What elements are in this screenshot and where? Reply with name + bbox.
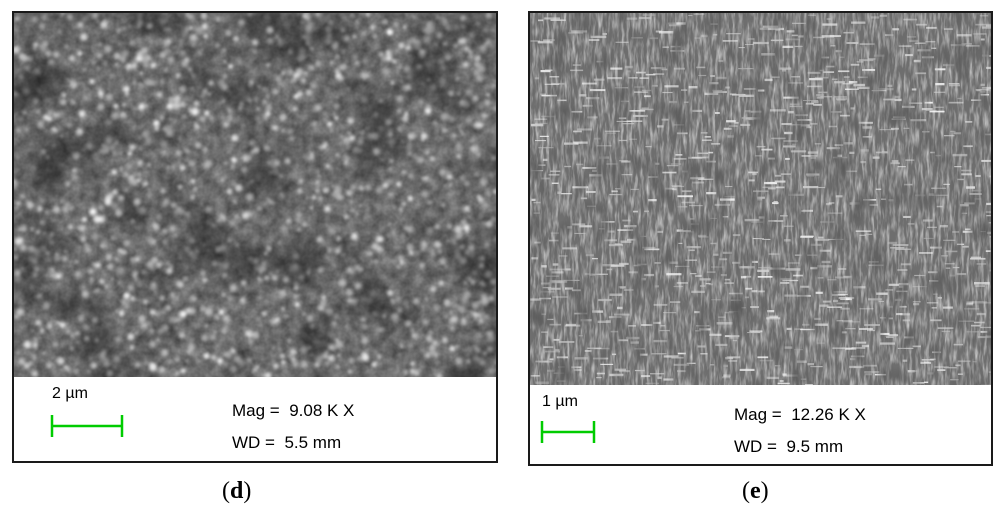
magnification-readout: Mag = 12.26 K X (734, 405, 866, 424)
sem-micrograph-e (530, 13, 991, 385)
data-bar-d: 2 µm Mag = 9.08 K X WD = 5.5 mm (14, 377, 496, 461)
sem-panel-e: 1 µm Mag = 12.26 K X WD = 9.5 mm (528, 11, 993, 466)
panel-caption-e: (e) (742, 478, 769, 504)
data-bar-e: 1 µm Mag = 12.26 K X WD = 9.5 mm (530, 385, 991, 464)
working-distance-readout: WD = 5.5 mm (232, 433, 342, 452)
scale-bar (50, 415, 124, 437)
scale-bar-label: 2 µm (52, 385, 88, 402)
magnification-readout: Mag = 9.08 K X (232, 401, 355, 420)
scale-bar-label: 1 µm (542, 393, 578, 410)
sem-micrograph-d (14, 13, 496, 377)
panel-caption-d: (d) (222, 478, 252, 504)
working-distance-readout: WD = 9.5 mm (734, 437, 844, 456)
scale-bar (540, 421, 596, 443)
sem-panel-d: 2 µm Mag = 9.08 K X WD = 5.5 mm (12, 11, 498, 463)
